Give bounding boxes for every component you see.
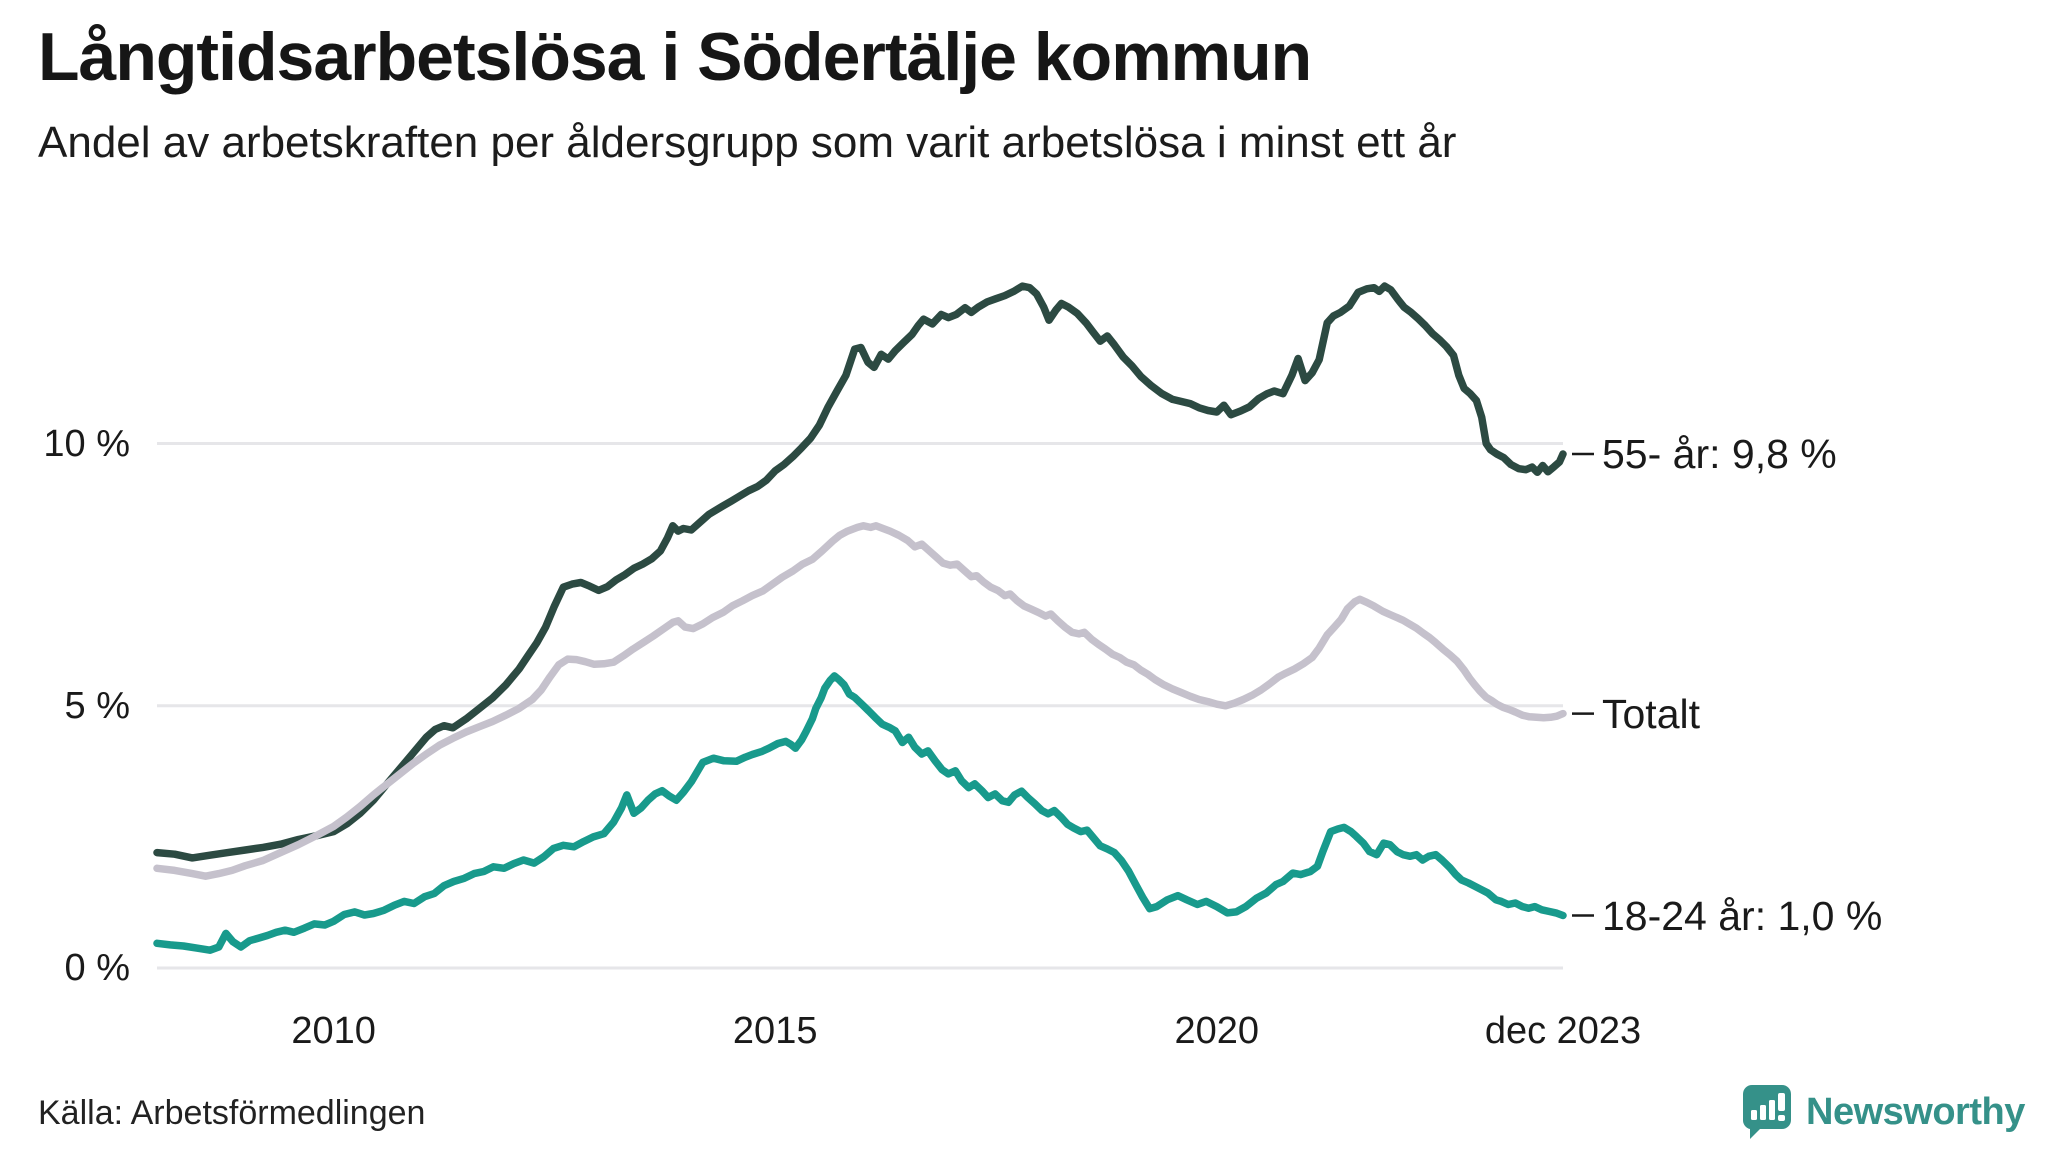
series-end-label: 18-24 år: 1,0 % xyxy=(1602,892,1883,939)
x-axis-tick-label: 2010 xyxy=(291,1010,376,1052)
newsworthy-logo: Newsworthy xyxy=(1742,1084,2025,1140)
newsworthy-logo-icon xyxy=(1743,1085,1791,1139)
x-axis-tick-label: 2020 xyxy=(1174,1010,1260,1052)
series-line-Totalt xyxy=(153,522,1567,880)
y-axis-tick-label: 0 % xyxy=(64,947,130,989)
series-end-label: Totalt xyxy=(1602,690,1700,737)
source-attribution: Källa: Arbetsförmedlingen xyxy=(38,1094,426,1132)
page-title: Långtidsarbetslösa i Södertälje kommun xyxy=(38,19,1312,95)
x-axis-tick-label: dec 2023 xyxy=(1484,1010,1642,1052)
newsworthy-logo-text: Newsworthy xyxy=(1806,1090,2025,1133)
series-line-55-år xyxy=(153,282,1567,862)
y-axis-tick-label: 5 % xyxy=(64,684,130,727)
x-axis-tick-label: 2015 xyxy=(732,1010,818,1052)
series-end-label: 55- år: 9,8 % xyxy=(1602,430,1837,477)
series-line-18-24-år xyxy=(153,672,1567,954)
y-axis-tick-label: 10 % xyxy=(43,422,130,465)
page-subtitle: Andel av arbetskraften per åldersgrupp s… xyxy=(38,118,1457,167)
